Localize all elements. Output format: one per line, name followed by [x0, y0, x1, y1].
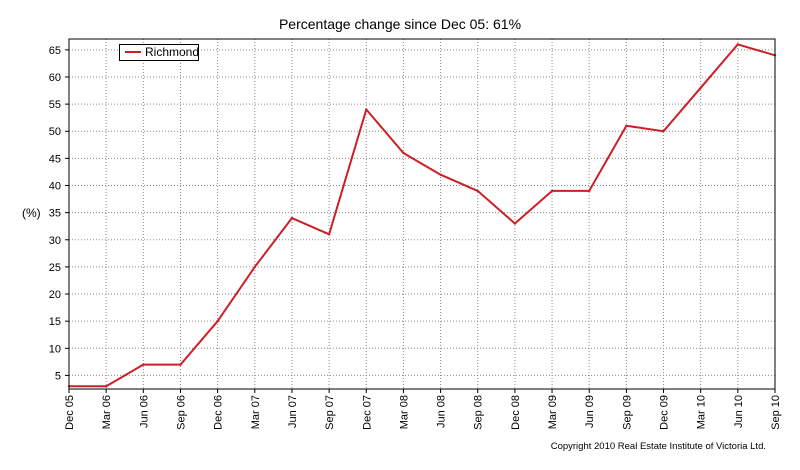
y-tick-label: 15	[49, 316, 61, 328]
y-tick-label: 50	[49, 126, 61, 138]
y-axis-label: (%)	[22, 206, 41, 220]
x-tick-label: Mar 07	[250, 395, 262, 429]
data-point	[588, 189, 591, 193]
y-tick-label: 25	[49, 262, 61, 274]
x-tick-label: Dec 08	[510, 395, 522, 430]
x-tick-label: Dec 09	[659, 395, 671, 430]
legend-swatch	[125, 51, 141, 53]
data-point	[104, 385, 108, 388]
y-tick-label: 45	[49, 153, 61, 165]
data-point	[736, 43, 740, 46]
copyright-notice: Copyright 2010 Real Estate Institute of …	[550, 441, 766, 452]
data-point	[699, 86, 702, 90]
x-tick-label: Mar 06	[101, 395, 113, 429]
data-point	[365, 108, 368, 111]
x-tick-label: Sep 10	[770, 395, 782, 430]
x-tick-label: Dec 06	[213, 395, 225, 430]
y-tick-label: 40	[49, 181, 61, 193]
x-tick-label: Jun 08	[436, 395, 448, 428]
y-tick-label: 30	[49, 235, 61, 247]
series-layer	[67, 43, 777, 388]
data-point	[327, 233, 331, 236]
x-tick-label: Mar 09	[547, 395, 559, 429]
x-tick-label: Dec 05	[64, 395, 76, 430]
chart-title: Percentage change since Dec 05: 61%	[278, 16, 522, 32]
x-tick-label: Sep 09	[621, 395, 633, 430]
x-axis-ticks: Dec 05 Mar 06 Jun 06 Sep 06 Dec 06 Mar 07 Jun …	[64, 389, 782, 430]
y-tick-label: 60	[49, 72, 61, 84]
x-tick-label: Mar 10	[696, 395, 708, 429]
data-point	[290, 216, 294, 220]
data-point	[179, 363, 182, 366]
legend: Richmond	[119, 44, 199, 61]
data-point	[402, 151, 405, 155]
y-tick-label: 65	[49, 45, 61, 57]
x-tick-label: Jun 10	[733, 395, 745, 428]
y-tick-label: 5	[55, 370, 61, 382]
x-tick-label: Mar 08	[398, 395, 410, 429]
legend-label-richmond: Richmond	[145, 45, 200, 59]
data-point	[625, 124, 628, 128]
data-point	[513, 222, 517, 225]
data-point	[253, 265, 256, 269]
series-line-richmond	[69, 43, 776, 388]
data-point	[550, 189, 554, 193]
y-axis-ticks: 5 10 15 20 25 30 35 40 45 50 55 60 65	[49, 45, 69, 382]
plot-frame	[68, 38, 776, 390]
y-tick-label: 10	[49, 343, 61, 355]
data-point	[142, 363, 145, 366]
x-tick-label: Jun 09	[584, 395, 596, 428]
x-tick-label: Jun 06	[138, 395, 150, 428]
data-point	[216, 319, 219, 323]
x-tick-label: Dec 07	[361, 395, 373, 430]
y-tick-label: 55	[49, 99, 61, 111]
grid-lines	[69, 39, 775, 389]
x-tick-label: Sep 07	[324, 395, 336, 430]
x-tick-label: Jun 07	[287, 395, 299, 428]
x-tick-label: Sep 08	[473, 395, 485, 430]
x-tick-label: Sep 06	[175, 395, 187, 430]
data-point	[662, 130, 665, 133]
data-point	[476, 189, 479, 193]
data-point	[439, 173, 442, 176]
y-tick-label: 35	[49, 208, 61, 220]
y-tick-label: 20	[49, 289, 61, 301]
